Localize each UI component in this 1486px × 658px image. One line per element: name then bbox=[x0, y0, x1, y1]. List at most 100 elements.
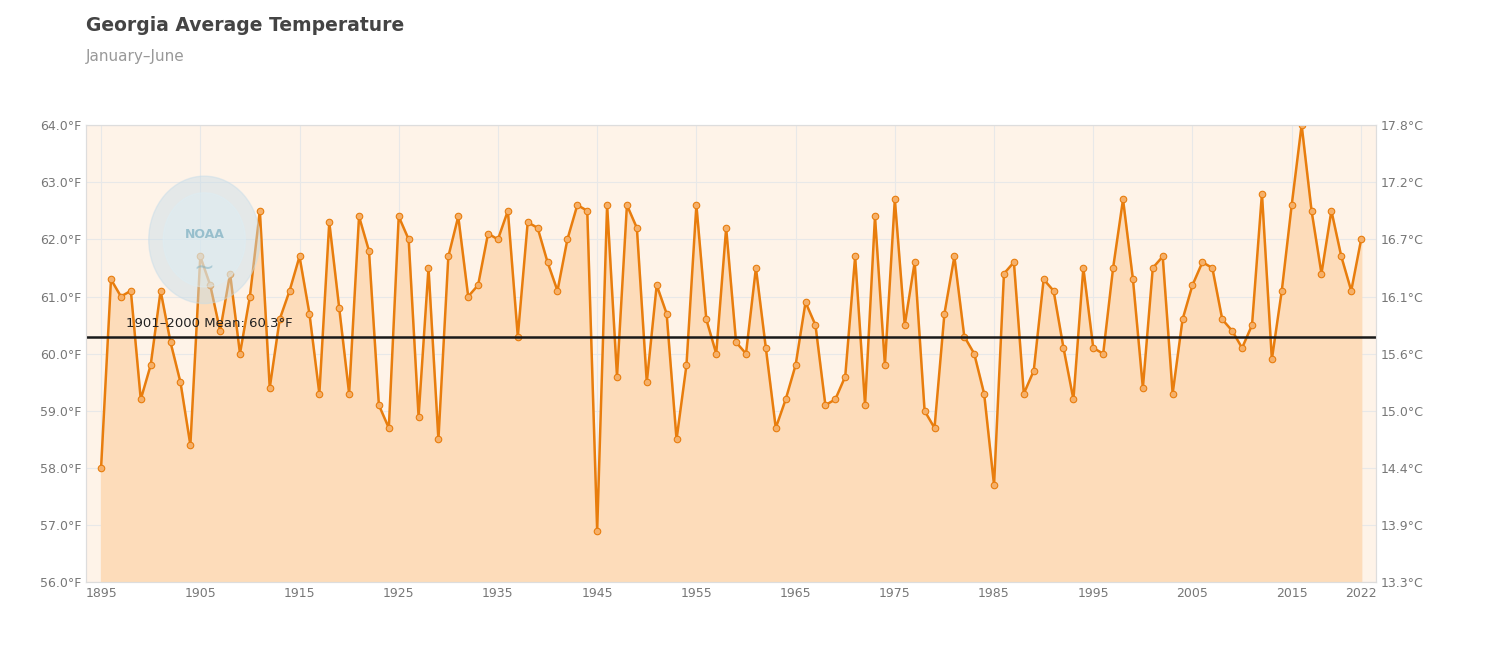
Point bbox=[496, 205, 520, 216]
Text: NOAA: NOAA bbox=[184, 228, 224, 241]
Point bbox=[626, 222, 649, 233]
Point bbox=[615, 200, 639, 211]
Point bbox=[1061, 394, 1085, 405]
Point bbox=[189, 251, 212, 262]
Point bbox=[1180, 280, 1204, 290]
Point bbox=[853, 400, 877, 411]
Point bbox=[1241, 320, 1265, 330]
Point bbox=[437, 251, 461, 262]
Point bbox=[645, 280, 669, 290]
Point bbox=[505, 331, 529, 342]
Point bbox=[1339, 286, 1363, 296]
Point bbox=[1260, 354, 1284, 365]
Point bbox=[1082, 343, 1106, 353]
Point bbox=[903, 257, 927, 267]
Point bbox=[1091, 349, 1114, 359]
Point bbox=[168, 377, 192, 388]
Point bbox=[446, 211, 470, 222]
Point bbox=[585, 526, 609, 536]
Point bbox=[467, 280, 490, 290]
Point bbox=[843, 251, 866, 262]
Point bbox=[545, 286, 569, 296]
Point bbox=[416, 263, 440, 273]
Point bbox=[456, 291, 480, 302]
Point bbox=[407, 411, 431, 422]
Point bbox=[923, 422, 947, 433]
Point bbox=[1071, 263, 1095, 273]
Point bbox=[883, 194, 906, 205]
Point bbox=[912, 405, 936, 416]
Point bbox=[664, 434, 688, 445]
Point bbox=[426, 434, 450, 445]
Point bbox=[476, 228, 499, 239]
Point bbox=[248, 205, 272, 216]
Point bbox=[535, 257, 559, 267]
Point bbox=[198, 280, 221, 290]
Point bbox=[1161, 388, 1184, 399]
Point bbox=[1320, 205, 1343, 216]
Point bbox=[1131, 383, 1155, 393]
Point bbox=[596, 200, 620, 211]
Point bbox=[208, 326, 232, 336]
Point bbox=[1290, 120, 1314, 130]
Point bbox=[1112, 194, 1135, 205]
Point bbox=[486, 234, 510, 245]
Point bbox=[1141, 263, 1165, 273]
Point bbox=[397, 234, 421, 245]
Point bbox=[526, 222, 550, 233]
Point bbox=[893, 320, 917, 330]
Point bbox=[1201, 263, 1224, 273]
Point bbox=[227, 349, 251, 359]
Point bbox=[863, 211, 887, 222]
Point bbox=[556, 234, 580, 245]
Point bbox=[348, 211, 372, 222]
Point bbox=[1012, 388, 1036, 399]
Point bbox=[327, 303, 351, 313]
Point bbox=[1031, 274, 1055, 285]
Point bbox=[1271, 286, 1294, 296]
Point bbox=[834, 371, 857, 382]
Point bbox=[318, 217, 342, 228]
Point bbox=[1171, 314, 1195, 324]
Point bbox=[774, 394, 798, 405]
Point bbox=[1042, 286, 1065, 296]
Point bbox=[278, 286, 302, 296]
Point bbox=[1220, 326, 1244, 336]
Point bbox=[813, 400, 837, 411]
Point bbox=[1120, 274, 1144, 285]
Point bbox=[119, 286, 143, 296]
Point bbox=[1349, 234, 1373, 245]
Point bbox=[933, 309, 957, 319]
Point bbox=[694, 314, 718, 324]
Point bbox=[159, 337, 183, 347]
Point bbox=[1150, 251, 1174, 262]
Point bbox=[129, 394, 153, 405]
Point bbox=[953, 331, 976, 342]
Point bbox=[377, 422, 401, 433]
Text: January–June: January–June bbox=[86, 49, 184, 64]
Circle shape bbox=[149, 176, 260, 303]
Point bbox=[218, 268, 242, 279]
Text: ∼: ∼ bbox=[193, 257, 215, 281]
Point bbox=[308, 388, 331, 399]
Point bbox=[655, 309, 679, 319]
Point bbox=[715, 222, 739, 233]
Point bbox=[337, 388, 361, 399]
Point bbox=[1190, 257, 1214, 267]
Point bbox=[100, 274, 123, 285]
Text: 1901–2000 Mean: 60.3°F: 1901–2000 Mean: 60.3°F bbox=[126, 316, 293, 330]
Point bbox=[635, 377, 658, 388]
Point bbox=[1002, 257, 1025, 267]
Point bbox=[357, 245, 380, 256]
Point bbox=[724, 337, 747, 347]
Point bbox=[972, 388, 996, 399]
Point bbox=[872, 360, 896, 370]
Point bbox=[178, 440, 202, 451]
Point bbox=[605, 371, 629, 382]
Point bbox=[575, 205, 599, 216]
Point bbox=[704, 349, 728, 359]
Point bbox=[108, 291, 132, 302]
Point bbox=[753, 343, 777, 353]
Point bbox=[1300, 205, 1324, 216]
Point bbox=[267, 314, 291, 324]
